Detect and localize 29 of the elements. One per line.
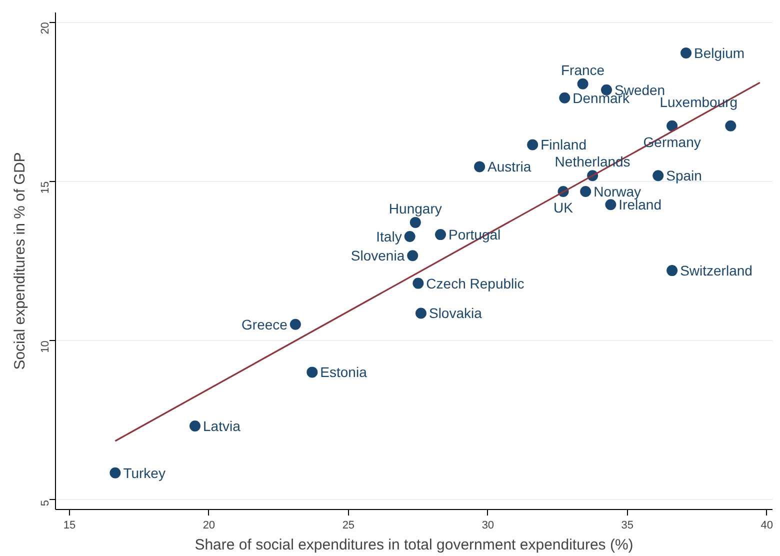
x-tick-label: 40 xyxy=(760,520,774,532)
annotation: Slovakia xyxy=(428,305,482,322)
y-tick-label: 15 xyxy=(40,181,52,194)
x-tick-label: 35 xyxy=(621,520,634,532)
y-tick-label: 5 xyxy=(40,500,52,506)
x-tick-label: 15 xyxy=(63,520,76,532)
annotation: Hungary xyxy=(388,200,442,216)
annotation: Latvia xyxy=(202,418,241,434)
annotation: Austria xyxy=(488,158,532,175)
x-axis-title: Share of social expenditures in total government expenditures (%) xyxy=(194,536,634,554)
y-tick-label: 20 xyxy=(40,22,52,34)
annotation: Greece xyxy=(242,316,288,332)
annotation: Czech Republic xyxy=(426,275,524,292)
annotation: Slovenia xyxy=(350,248,405,264)
x-tick-label: 30 xyxy=(482,520,494,532)
annotation: Belgium xyxy=(694,44,745,61)
y-axis-title: Social expenditures in % of GDP xyxy=(12,152,28,370)
annotation: Estonia xyxy=(320,364,368,380)
annotation: Spain xyxy=(666,168,702,184)
annotation: Turkey xyxy=(123,464,166,481)
annotation: Finland xyxy=(540,136,586,153)
annotation: UK xyxy=(554,200,574,216)
x-tick-label: 25 xyxy=(342,520,355,532)
y-tick-label: 10 xyxy=(40,340,52,353)
annotation: Switzerland xyxy=(680,262,752,279)
annotation: Italy xyxy=(376,228,402,244)
x-tick-label: 20 xyxy=(202,520,216,532)
annotation: Norway xyxy=(594,184,642,200)
annotation: France xyxy=(561,62,605,78)
